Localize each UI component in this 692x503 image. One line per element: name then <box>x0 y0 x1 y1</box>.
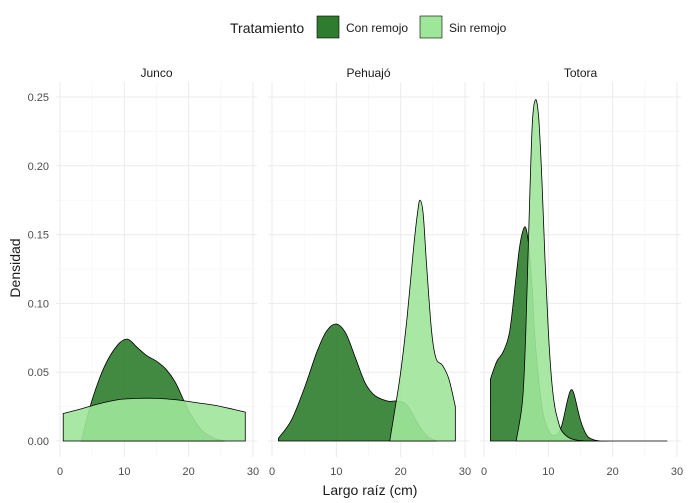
legend-title: Tratamiento <box>230 20 304 36</box>
x-tick-label: 20 <box>183 466 195 478</box>
y-axis-title: Densidad <box>7 238 23 297</box>
y-tick-label: 0.20 <box>28 161 49 173</box>
x-axis-title: Largo raíz (cm) <box>323 482 418 498</box>
density-pehuajo-sin-remojo <box>389 199 456 442</box>
facet-panels: Junco 0 10 20 30 Pehuajó 0 10 20 30 Totora 0 10 20 30 <box>56 66 683 478</box>
facet-pehuajo: Pehuajó 0 10 20 30 <box>268 66 471 478</box>
facet-title-totora: Totora <box>564 66 598 80</box>
x-tick-label: 10 <box>118 466 130 478</box>
legend-label-sin-remojo: Sin remojo <box>449 21 507 35</box>
legend-swatch-con-remojo <box>316 15 340 39</box>
facet-title-junco: Junco <box>140 66 172 80</box>
density-totora-sin-remojo <box>515 99 668 442</box>
legend-label-con-remojo: Con remojo <box>346 21 408 35</box>
x-tick-label: 0 <box>481 466 487 478</box>
x-tick-label: 10 <box>542 466 554 478</box>
facet-totora: Totora 0 10 20 30 <box>480 66 683 478</box>
x-tick-label: 20 <box>395 466 407 478</box>
legend-swatch-sin-remojo <box>419 15 443 39</box>
y-tick-label: 0.00 <box>28 436 49 448</box>
facet-title-pehuajo: Pehuajó <box>346 66 390 80</box>
x-tick-label: 20 <box>607 466 619 478</box>
y-tick-label: 0.10 <box>28 298 49 310</box>
density-junco-sin-remojo <box>62 397 246 442</box>
y-tick-label: 0.25 <box>28 92 49 104</box>
x-tick-label: 30 <box>671 466 683 478</box>
facet-junco: Junco 0 10 20 30 <box>56 66 259 478</box>
x-tick-label: 30 <box>459 466 471 478</box>
y-tick-label: 0.15 <box>28 230 49 242</box>
x-tick-label: 10 <box>330 466 342 478</box>
y-axis: 0.00 0.05 0.10 0.15 0.20 0.25 <box>28 92 49 448</box>
y-tick-label: 0.05 <box>28 367 49 379</box>
x-tick-label: 30 <box>247 466 259 478</box>
x-tick-label: 0 <box>57 466 63 478</box>
legend: Tratamiento Con remojo Sin remojo <box>230 15 507 39</box>
x-tick-label: 0 <box>269 466 275 478</box>
